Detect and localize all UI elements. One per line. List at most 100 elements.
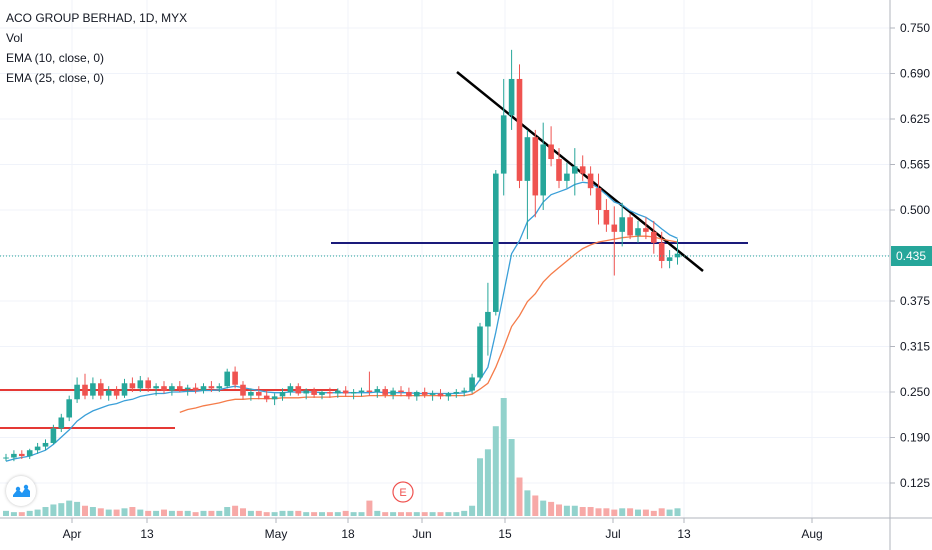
volume-bar [26,510,33,516]
volume-bar [145,510,152,516]
volume-bar [619,508,626,516]
ema-25-line [179,235,678,414]
volume-bar [524,490,531,516]
volume-bar [200,510,207,516]
earnings-marker-label: E [399,487,406,499]
volume-bar [303,512,310,516]
earnings-marker[interactable]: E [392,481,414,503]
volume-bar [437,512,444,516]
candle [429,390,436,401]
volume-bar [445,512,452,516]
volume-bar [627,508,634,516]
candle [619,202,625,247]
candle [532,129,539,218]
candle [579,155,586,181]
volume-bar [208,510,215,516]
volume-bar [129,507,136,516]
legend-volume[interactable]: Vol [6,31,23,45]
volume-bar [232,505,239,516]
candle [98,378,104,400]
candle [271,393,278,406]
candle [453,389,460,398]
volume-bar [405,512,412,516]
volume-bar [279,510,286,516]
volume-bar [366,500,373,516]
candle [524,129,531,240]
legend-ema-10[interactable]: EMA (10, close, 0) [6,51,105,65]
volume-bar [58,503,65,516]
price-tick-label: 0.625 [900,112,930,126]
time-axis[interactable]: Apr 13 May 18 Jun 15 Jul 13 Aug [63,518,823,541]
candle [66,395,72,422]
candle [113,386,120,400]
volume-bar [153,510,160,516]
volume-bar [271,512,278,516]
candle [129,377,136,392]
candle [564,162,570,189]
price-tick-label: 0.690 [900,67,930,81]
volume-bar [461,510,468,516]
candle [153,383,159,396]
candle [516,64,523,189]
candle [74,377,80,403]
last-price-value: 0.435 [896,249,926,263]
candle [3,453,9,462]
candle [445,392,452,401]
volume-bar [421,512,428,516]
time-tick-label: 15 [498,527,512,541]
price-tick-label: 0.315 [900,340,930,354]
candle [548,126,554,167]
candle [342,386,349,397]
legend-symbol[interactable]: ACO GROUP BERHAD, 1D, MYX [6,11,188,25]
volume-bar [97,508,104,516]
candle [651,220,657,254]
candle [374,386,381,398]
candle [58,413,65,433]
candle [208,381,215,392]
volume-bar [650,510,657,516]
candle [437,389,444,400]
candle [603,199,610,232]
candle [643,217,649,240]
candle [390,387,396,400]
time-tick-label: 13 [677,527,691,541]
volume-bar [168,510,175,516]
volume-bar [358,512,365,516]
volume-bar [382,512,389,516]
candle [414,390,420,401]
candle [461,387,467,397]
candle [572,148,578,196]
volume-bar [240,508,246,516]
volume-bar [342,510,349,516]
volume-bar [658,508,665,516]
candle [358,387,365,397]
drawn-lines [0,71,748,429]
volume-bar [611,509,618,516]
candle [658,231,665,269]
candle [34,442,41,454]
ema-lines [5,181,678,462]
volume-bar [10,512,17,516]
volume-bar [3,510,9,516]
volume-bar [390,512,397,516]
candle [145,377,151,392]
candle [200,383,207,394]
volume-bar [469,505,476,516]
volume-bar [121,508,128,516]
legend-ema-25[interactable]: EMA (25, close, 0) [6,71,105,85]
candle [82,373,88,400]
tradingview-logo-icon[interactable] [6,476,36,506]
candle [366,371,373,396]
price-tick-label: 0.190 [900,431,930,445]
volume-bar [429,512,436,516]
volume-bar [595,508,602,516]
price-axis[interactable]: 0.750 0.690 0.625 0.565 0.500 0.375 0.315 0.250… [890,21,930,490]
volume-bar [42,507,49,516]
candle [137,375,144,392]
volume-bar [176,510,183,516]
price-tick-label: 0.125 [900,476,930,490]
candle [90,377,96,400]
candle [666,250,673,269]
candle [184,384,191,396]
